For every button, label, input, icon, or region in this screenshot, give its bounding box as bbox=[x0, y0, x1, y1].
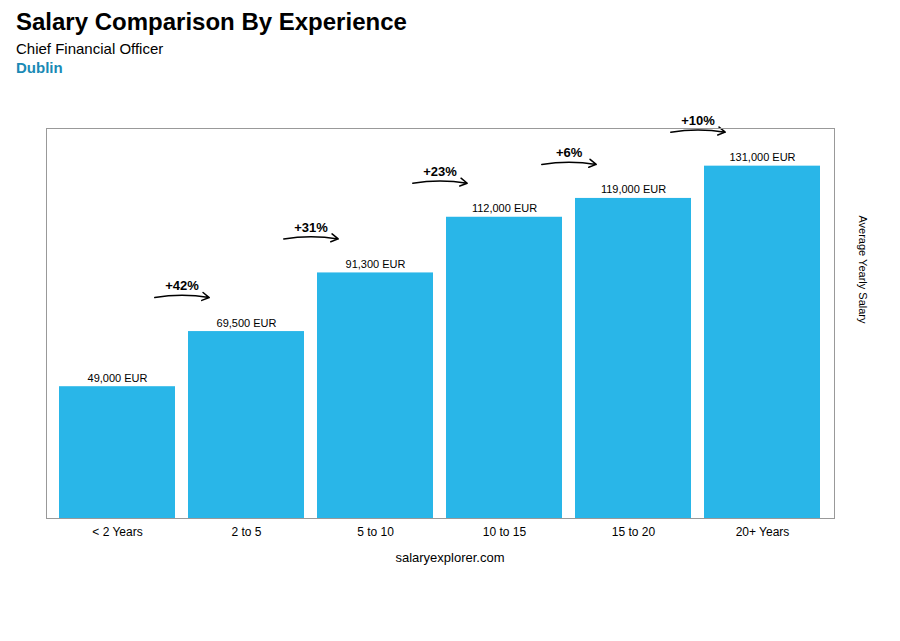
svg-text:5 to 10: 5 to 10 bbox=[357, 525, 394, 539]
svg-text:112,000 EUR: 112,000 EUR bbox=[472, 202, 537, 214]
svg-text:119,000 EUR: 119,000 EUR bbox=[601, 183, 666, 195]
svg-text:49,000 EUR: 49,000 EUR bbox=[88, 372, 148, 384]
svg-text:2 to 5: 2 to 5 bbox=[231, 525, 261, 539]
svg-text:< 2 Years: < 2 Years bbox=[92, 525, 142, 539]
svg-text:+6%: +6% bbox=[556, 145, 583, 160]
svg-text:10 to 15: 10 to 15 bbox=[483, 525, 527, 539]
svg-text:20+ Years: 20+ Years bbox=[736, 525, 790, 539]
svg-text:131,000 EUR: 131,000 EUR bbox=[729, 151, 795, 163]
svg-text:91,300 EUR: 91,300 EUR bbox=[346, 258, 406, 270]
svg-text:15 to 20: 15 to 20 bbox=[612, 525, 656, 539]
html-text:Salary Comparison By Experienc: Salary Comparison By Experience bbox=[16, 8, 407, 35]
html-text:salaryexplorer.com: salaryexplorer.com bbox=[395, 550, 505, 565]
svg-text:Average Yearly Salary: Average Yearly Salary bbox=[857, 215, 869, 324]
svg-text:69,500 EUR: 69,500 EUR bbox=[217, 317, 277, 329]
svg-text:+42%: +42% bbox=[165, 278, 199, 293]
svg-text:+31%: +31% bbox=[294, 220, 328, 235]
svg-text:+10%: +10% bbox=[681, 113, 715, 128]
svg-text:+23%: +23% bbox=[423, 164, 457, 179]
html-text:Chief Financial Officer: Chief Financial Officer bbox=[16, 40, 164, 57]
html-text:Dublin: Dublin bbox=[16, 59, 63, 76]
